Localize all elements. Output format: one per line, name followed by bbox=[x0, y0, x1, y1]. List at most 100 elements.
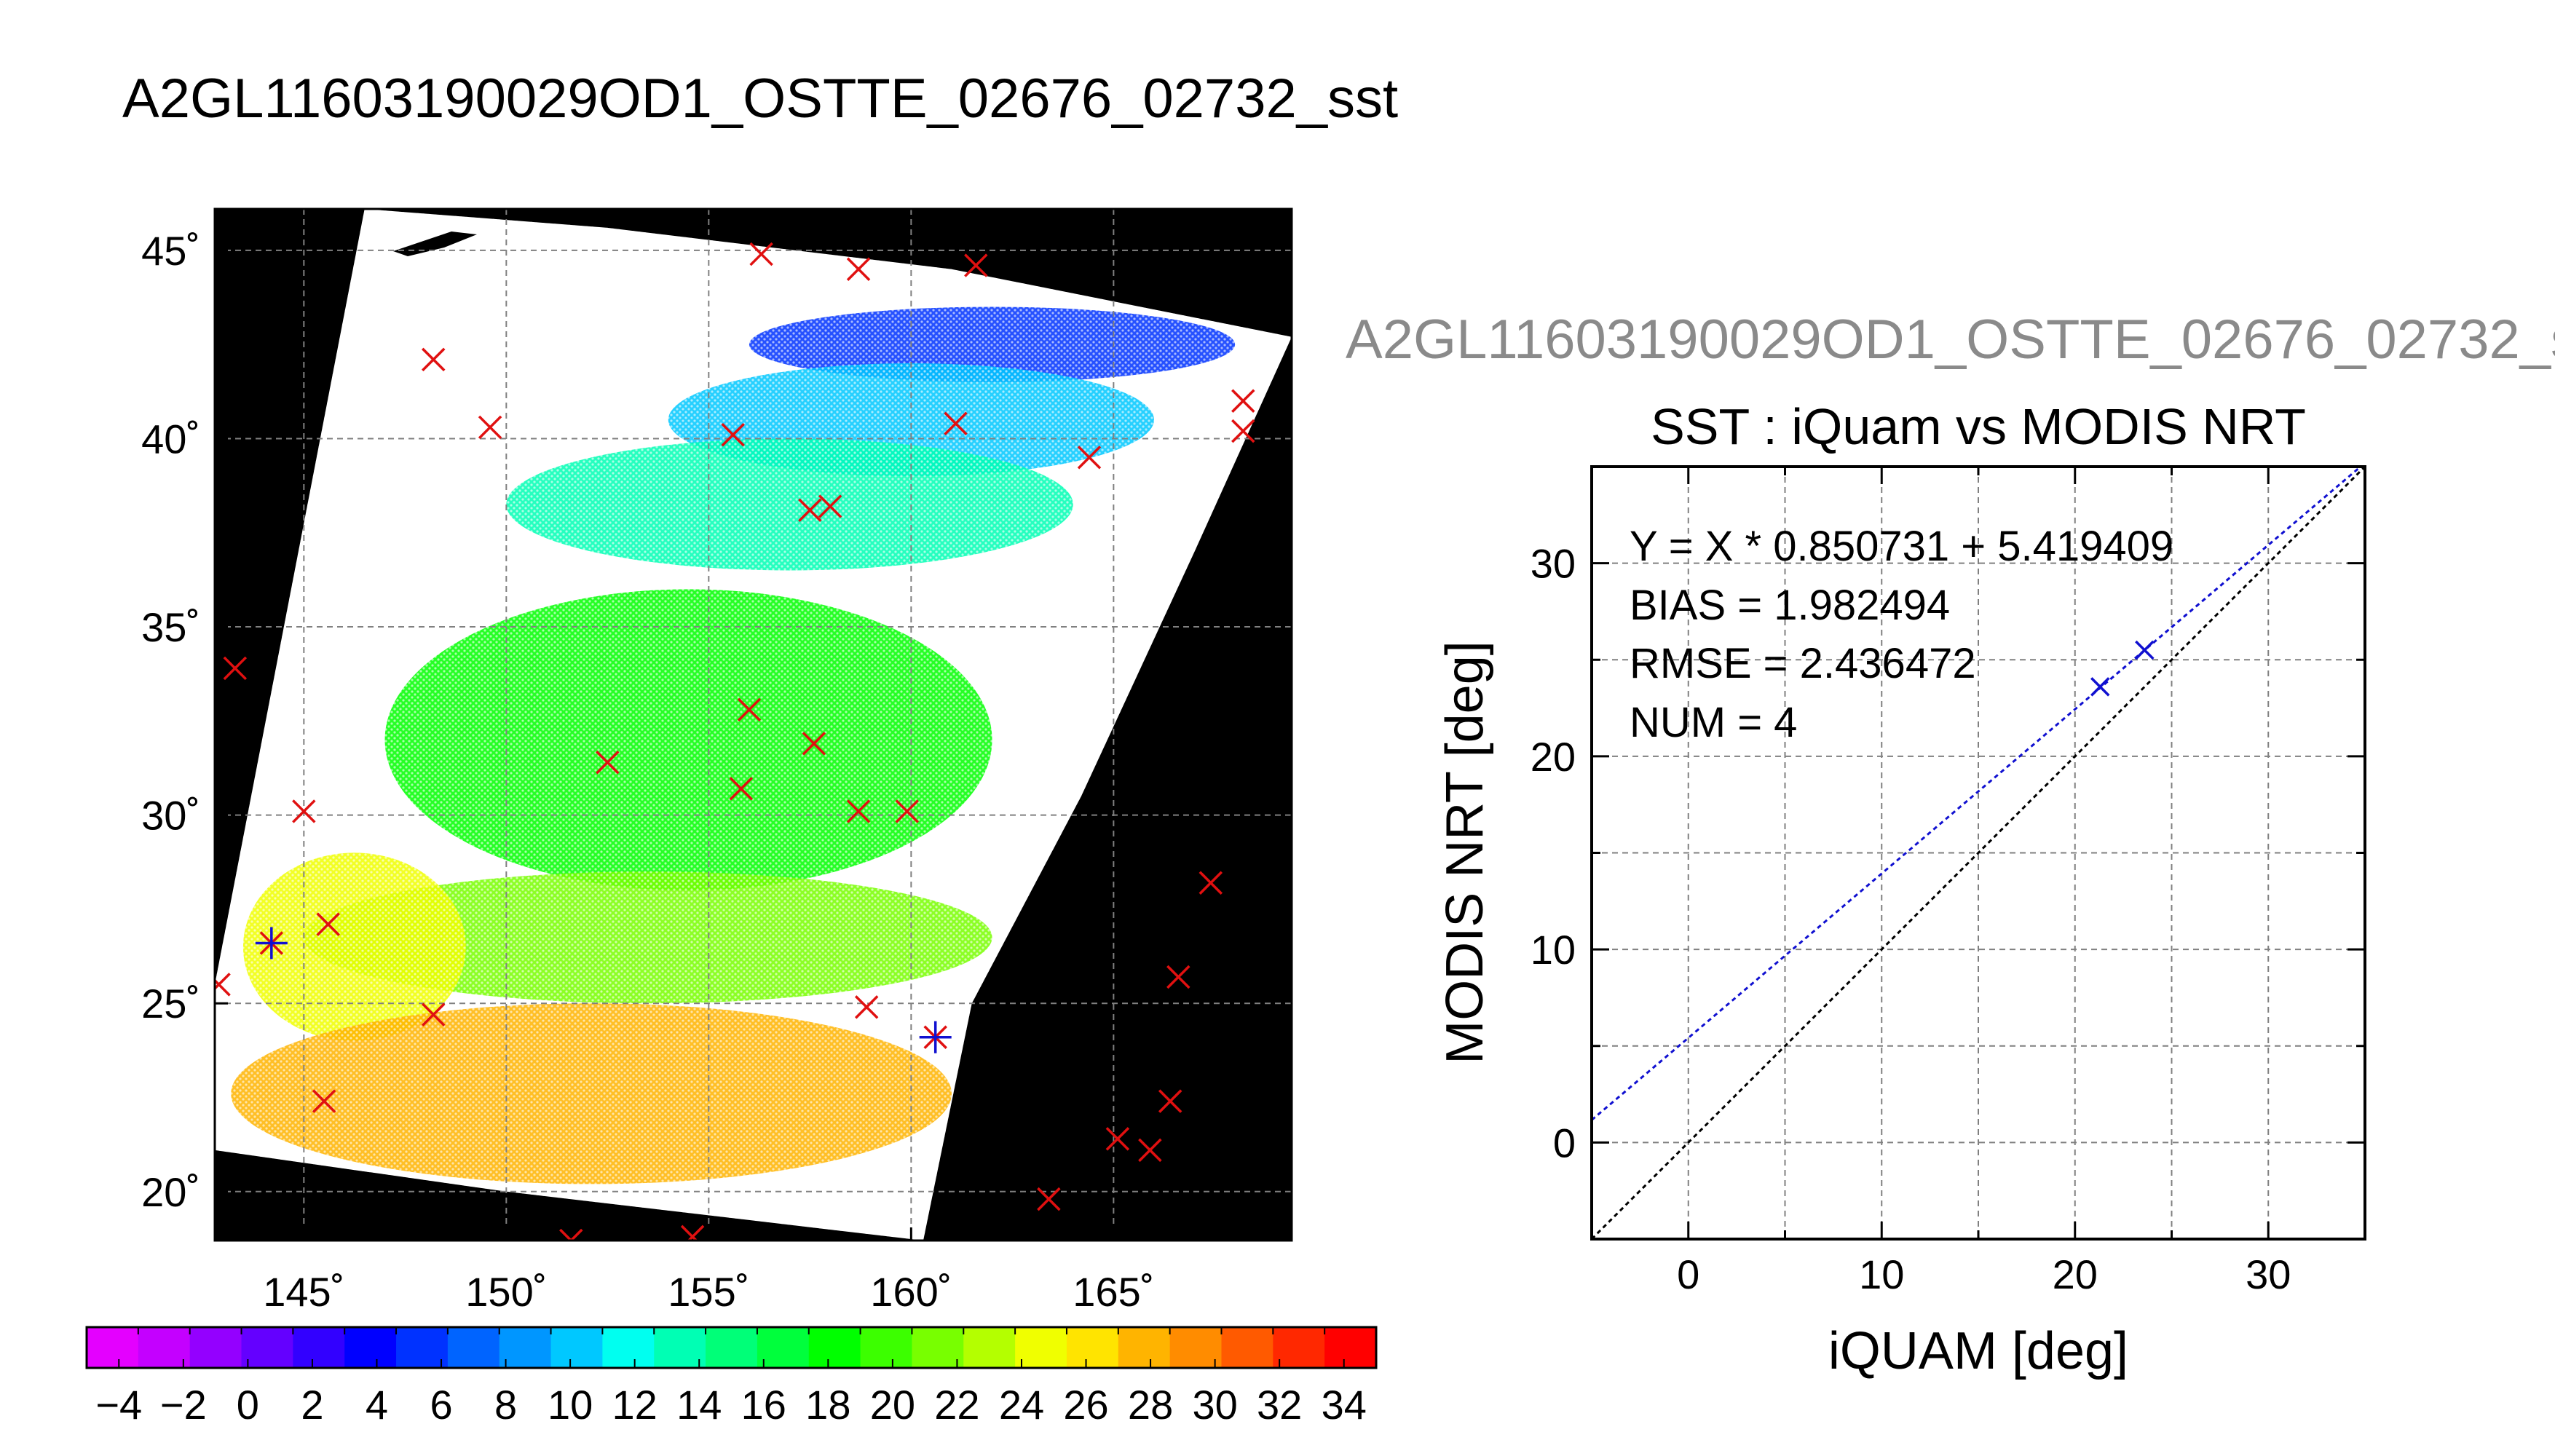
colorbar-segment bbox=[1066, 1327, 1119, 1368]
y-axis-label: MODIS NRT [deg] bbox=[1436, 641, 1494, 1064]
matchup-marker bbox=[749, 242, 773, 266]
map-x-tick-label: 165˚ bbox=[1073, 1269, 1154, 1315]
matchup-marker bbox=[1198, 871, 1223, 895]
sst-map: 145˚ 150˚ 155˚ 160˚ 165˚ 20˚ 25˚ 30˚ 35˚ 40˚ 45˚ bbox=[141, 207, 1293, 1315]
map-y-tick-label: 40˚ bbox=[141, 416, 200, 462]
colorbar-segment bbox=[706, 1327, 758, 1368]
map-y-tick-label: 25˚ bbox=[141, 981, 200, 1026]
matchup-marker bbox=[802, 732, 826, 756]
colorbar-segment bbox=[1169, 1327, 1223, 1368]
scatter-y-tick-label: 20 bbox=[1531, 734, 1576, 780]
colorbar-segment bbox=[1324, 1327, 1377, 1368]
map-y-tick-label: 45˚ bbox=[141, 228, 200, 274]
matchup-marker bbox=[854, 995, 879, 1019]
scatter-points bbox=[2090, 640, 2155, 697]
image-title: A2GL11603190029OD1_OSTTE_02676_02732_sst bbox=[122, 68, 1399, 130]
scatter-x-tick-label: 20 bbox=[2053, 1251, 2098, 1297]
scatter-y-tick-label: 0 bbox=[1553, 1120, 1576, 1166]
matchup-marker bbox=[895, 799, 920, 823]
matchup-marker bbox=[316, 912, 340, 936]
identity-line bbox=[1592, 467, 2365, 1239]
scatter-point bbox=[2090, 677, 2110, 697]
colorbar-segment bbox=[396, 1327, 449, 1368]
colorbar-tick-label: 34 bbox=[1322, 1382, 1367, 1428]
matchup-marker bbox=[312, 1089, 336, 1113]
colorbar-tick-label: 28 bbox=[1128, 1382, 1173, 1428]
colorbar-tick-label: 16 bbox=[741, 1382, 786, 1428]
matchup-marker bbox=[1037, 1187, 1061, 1211]
matchup-marker bbox=[680, 1224, 705, 1241]
colorbar-segment bbox=[241, 1327, 293, 1368]
matchup-marker bbox=[964, 253, 988, 277]
scatter-title: SST : iQuam vs MODIS NRT bbox=[1651, 398, 2306, 455]
colorbar-tick-label: 30 bbox=[1192, 1382, 1237, 1428]
scatter-x-tick-label: 30 bbox=[2246, 1251, 2291, 1297]
map-x-tick-label: 160˚ bbox=[870, 1269, 952, 1315]
colorbar-segment bbox=[87, 1327, 139, 1368]
matchup-marker bbox=[596, 750, 620, 775]
matchup-marker bbox=[846, 799, 871, 823]
colorbar: −4 −2 0 2 4 6 8 10 12 14 16 18 20 22 24 26 28 30 32 34 bbox=[85, 1326, 1378, 1428]
matchup-marker bbox=[721, 423, 745, 447]
x-axis-label: iQUAM [deg] bbox=[1828, 1322, 2128, 1380]
colorbar-segment bbox=[499, 1327, 552, 1368]
colorbar-tick-label: 18 bbox=[805, 1382, 850, 1428]
scatter-x-tick-label: 10 bbox=[1859, 1251, 1904, 1297]
colorbar-tick-label: 26 bbox=[1063, 1382, 1108, 1428]
scatter-file-title: A2GL11603190029OD1_OSTTE_02676_02732_sst bbox=[1346, 309, 2555, 371]
matchup-markers bbox=[215, 242, 1255, 1241]
colorbar-segment bbox=[1273, 1327, 1325, 1368]
scatter-y-tick-label: 30 bbox=[1531, 541, 1576, 587]
colorbar-tick-label: −2 bbox=[160, 1382, 207, 1428]
matchup-marker bbox=[1231, 419, 1255, 443]
matchup-marker bbox=[422, 347, 446, 372]
matchup-marker bbox=[1231, 389, 1255, 413]
map-x-tick-label: 155˚ bbox=[668, 1269, 749, 1315]
colorbar-tick-label: 0 bbox=[237, 1382, 259, 1428]
map-x-ticks: 145˚ 150˚ 155˚ 160˚ 165˚ bbox=[263, 1227, 1154, 1315]
scatter-grid bbox=[1592, 467, 2365, 1239]
colorbar-segment bbox=[963, 1327, 1016, 1368]
colorbar-segment bbox=[138, 1327, 191, 1368]
matchup-marker bbox=[559, 1228, 583, 1241]
matchup-marker bbox=[1166, 965, 1190, 989]
matchup-marker bbox=[292, 799, 316, 823]
matchup-marker bbox=[223, 656, 248, 681]
map-x-tick-label: 145˚ bbox=[263, 1269, 344, 1315]
map-x-tick-label: 150˚ bbox=[465, 1269, 547, 1315]
matchup-marker bbox=[422, 1002, 446, 1026]
fit-line bbox=[1592, 467, 2363, 1121]
colorbar-segment bbox=[1118, 1327, 1171, 1368]
matchup-marker bbox=[478, 415, 502, 440]
matchup-marker bbox=[1077, 446, 1102, 470]
matchup-marker bbox=[1158, 1089, 1182, 1113]
colorbar-segment bbox=[189, 1327, 242, 1368]
map-frame bbox=[213, 207, 1293, 1242]
map-y-ticks: 20˚ 25˚ 30˚ 35˚ 40˚ 45˚ bbox=[141, 228, 228, 1215]
colorbar-segment bbox=[602, 1327, 655, 1368]
colorbar-segment bbox=[860, 1327, 913, 1368]
colorbar-segment bbox=[344, 1327, 397, 1368]
colorbar-segment bbox=[293, 1327, 345, 1368]
colorbar-tick-label: 8 bbox=[494, 1382, 517, 1428]
scatter-plot: SST : iQuam vs MODIS NRT 0 10 20 300102030 … bbox=[1436, 398, 2366, 1380]
scatter-x-tick-label: 0 bbox=[1677, 1251, 1699, 1297]
stats-annotation: Y = X * 0.850731 + 5.419409 BIAS = 1.982… bbox=[1630, 523, 2173, 746]
used-matchup-marker bbox=[255, 927, 288, 960]
map-grid bbox=[215, 209, 1292, 1241]
matchup-marker bbox=[846, 257, 871, 281]
matchup-marker bbox=[1105, 1127, 1130, 1151]
fit-equation: Y = X * 0.850731 + 5.419409 bbox=[1630, 523, 2173, 570]
colorbar-tick-label: 12 bbox=[612, 1382, 657, 1428]
colorbar-frame bbox=[85, 1326, 1378, 1369]
matchup-marker bbox=[729, 777, 754, 801]
colorbar-segment bbox=[1015, 1327, 1067, 1368]
num-value: NUM = 4 bbox=[1630, 699, 1797, 746]
colorbar-tick-label: 4 bbox=[366, 1382, 388, 1428]
colorbar-tick-label: 2 bbox=[301, 1382, 323, 1428]
scatter-ticks: 0 10 20 30 0 10 20 30 bbox=[1531, 467, 2365, 1297]
scatter-point bbox=[2135, 640, 2155, 660]
colorbar-tick-label: 24 bbox=[999, 1382, 1044, 1428]
map-y-tick-label: 20˚ bbox=[141, 1169, 200, 1215]
